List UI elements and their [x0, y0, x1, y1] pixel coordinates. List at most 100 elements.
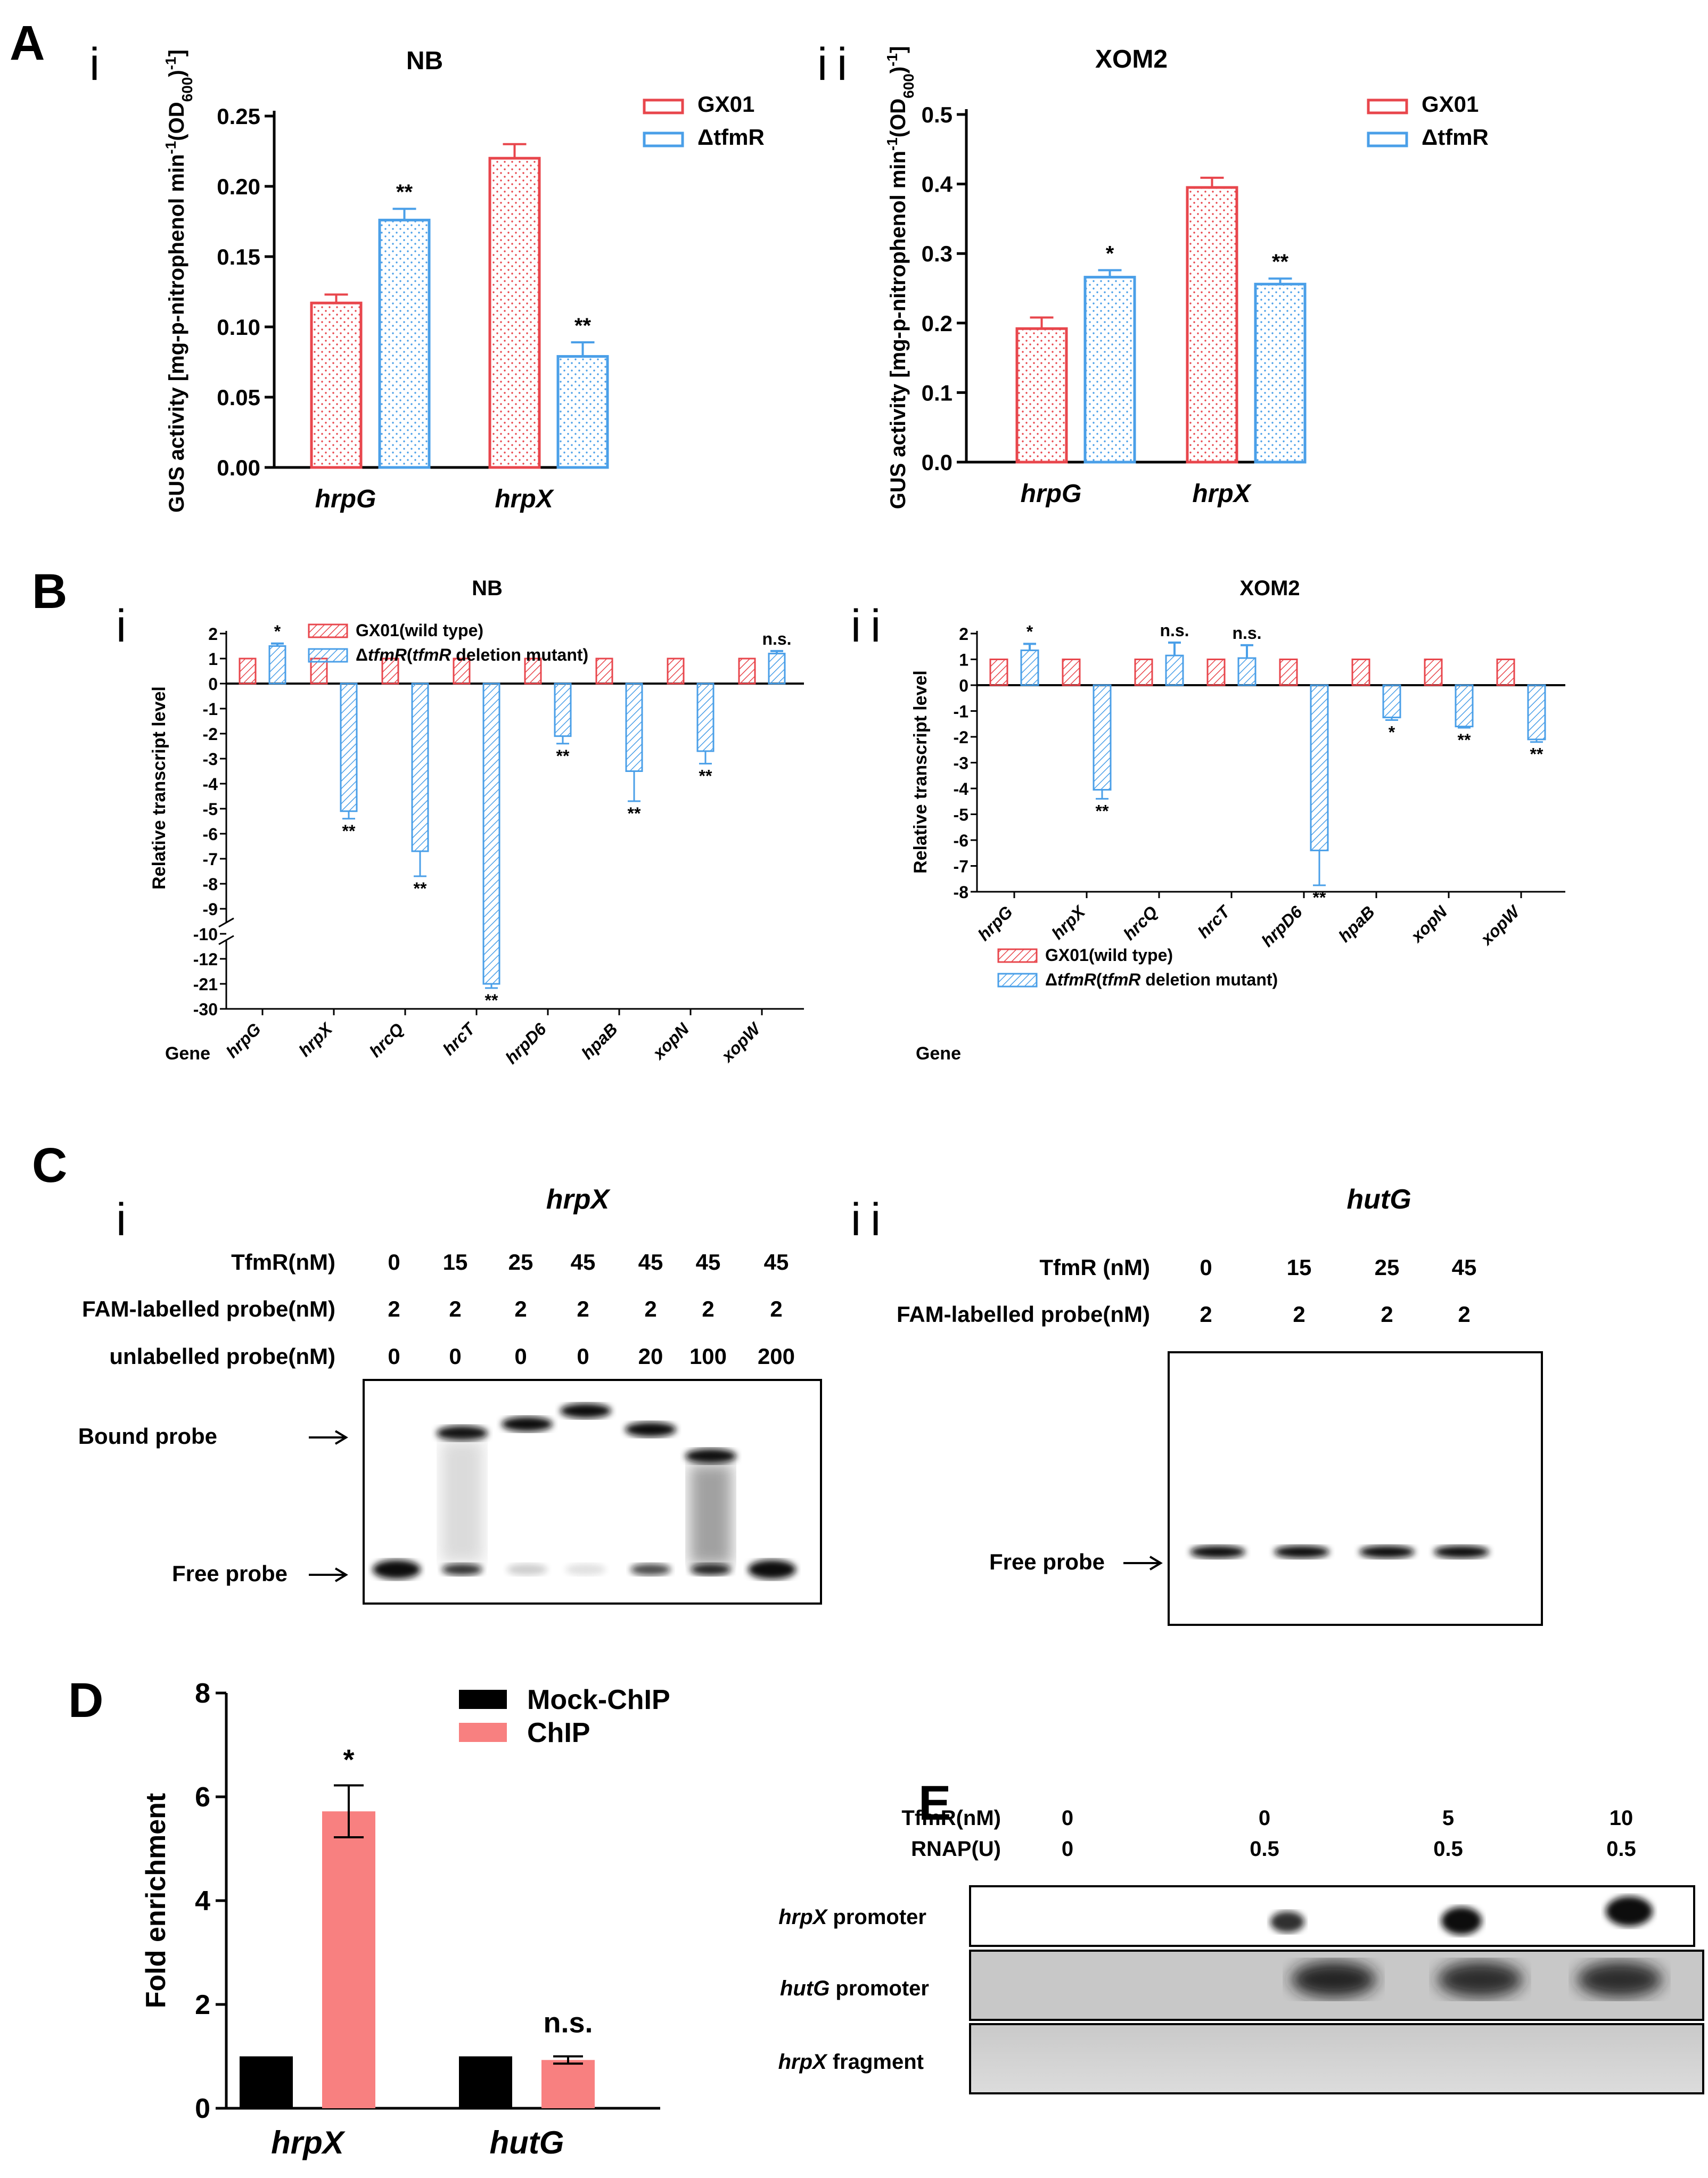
bar-mock-chip-hutG	[459, 2056, 512, 2108]
category-label: hrcQ	[366, 1019, 407, 1061]
legend-swatch	[459, 1690, 507, 1709]
smear	[689, 1464, 732, 1565]
category-label: hrpX	[271, 2125, 346, 2160]
bar-wt-xopW	[738, 657, 756, 685]
bar-mutant-hrpD6	[554, 683, 572, 737]
significance-mark: n.s.	[543, 2007, 593, 2039]
bar-wt-xopW	[1496, 659, 1515, 686]
bar-mutant-hrpG	[268, 645, 286, 685]
y-tick-label: -4	[203, 775, 218, 794]
legend-label: ΔtfmR	[697, 125, 765, 150]
category-label: hrcT	[439, 1018, 479, 1059]
y-tick-label: 0	[208, 675, 218, 694]
emsa-ii-gene: hutG	[1346, 1184, 1411, 1215]
category-label: hutG	[490, 2125, 564, 2160]
y-tick-label: 8	[195, 1678, 210, 1709]
bar-gx01-hrpG	[310, 301, 363, 469]
emsa-i-probe-value: 2	[449, 1296, 461, 1321]
axis-break	[218, 917, 234, 946]
emsa-i-probe-value: 2	[770, 1296, 782, 1321]
y-axis-label: GUS activity [mg-p-nitrophenol min-1(OD6…	[162, 50, 195, 513]
legend-swatch	[643, 98, 684, 114]
chart-b-ii: XOM2 Relative transcript level Gene 2 1 0 -1 -2…	[910, 577, 1565, 1064]
y-tick-label: 2	[208, 624, 218, 644]
emsa-i-gene: hrpX	[546, 1184, 611, 1215]
free-band	[507, 1564, 547, 1575]
error-bar	[392, 208, 416, 220]
free-band	[1274, 1546, 1329, 1558]
free-band	[565, 1564, 606, 1575]
emsa-i-probe-value: 2	[644, 1296, 656, 1321]
significance-mark: **	[574, 314, 592, 338]
emsa-i-tfmr-value: 45	[696, 1250, 721, 1275]
emsa-i-tfmr-value: 0	[388, 1250, 400, 1275]
emsa-ii-tfmr-value: 0	[1200, 1255, 1212, 1280]
emsa-hrpx: hrpX TfmR(nM) FAM-labelled probe(nM) unl…	[78, 1184, 822, 1605]
emsa-i-unlabelled-value: 20	[638, 1344, 663, 1369]
category-label: hpaB	[1335, 902, 1378, 946]
y-tick-label: -7	[203, 850, 218, 869]
bar-chip-hrpX	[322, 1811, 375, 2108]
panel-e-row-rnap: RNAP(U)	[911, 1837, 1001, 1861]
free-band	[630, 1564, 671, 1575]
legend-swatch	[308, 623, 348, 638]
panel-e-tfmr-value: 10	[1610, 1806, 1633, 1830]
bar-mutant-hpaB	[1382, 684, 1401, 719]
chart-a-ii: XOM2 GUS activity [mg-p-nitrophenol min-1…	[884, 45, 1489, 509]
bar-gx01-hrpG	[1015, 327, 1068, 464]
free-probe-arrow-i	[309, 1567, 348, 1582]
significance-mark: **	[342, 821, 356, 841]
chart-title: XOM2	[1239, 577, 1300, 600]
emsa-i-probe-value: 2	[388, 1296, 400, 1321]
panel-letter-a: A	[10, 16, 45, 70]
significance-mark: *	[1027, 622, 1033, 641]
sub-label-b-ii: ii	[851, 601, 890, 652]
band-hrpx-promoter	[1270, 1911, 1304, 1933]
emsa-ii-probe-value: 2	[1293, 1302, 1305, 1327]
significance-mark: **	[1272, 250, 1289, 274]
sub-label-b-i: i	[116, 601, 126, 652]
y-axis-label: GUS activity [mg-p-nitrophenol min-1(OD6…	[884, 46, 917, 509]
legend-swatch	[997, 948, 1038, 963]
bar-wt-hrcT	[453, 657, 471, 685]
legend-swatch	[643, 131, 684, 147]
y-tick-label: 0.4	[922, 172, 953, 197]
bar-wt-hrcQ	[1134, 659, 1153, 686]
bar-mutant-hrpX	[340, 683, 358, 812]
emsa-ii-probe-value: 2	[1200, 1302, 1212, 1327]
bar-mutant-hrpD6	[1310, 684, 1329, 851]
legend-swatch	[308, 648, 348, 663]
category-label: xopW	[1476, 901, 1524, 949]
bound-band	[502, 1417, 553, 1432]
y-tick-label: 1	[959, 651, 968, 670]
significance-mark: *	[1389, 722, 1395, 742]
legend-label: ΔtfmR	[1422, 125, 1489, 150]
bar-gx01-hrpX	[488, 157, 541, 469]
blot-hrpx-promoter	[969, 1885, 1695, 1947]
y-tick-label: -8	[954, 883, 968, 902]
significance-mark: **	[628, 804, 641, 823]
y-tick-label: 0.15	[217, 244, 260, 269]
bar-wt-hrcT	[1206, 659, 1226, 686]
y-tick-label: 0.10	[217, 315, 260, 340]
free-band	[1190, 1546, 1245, 1558]
emsa-i-tfmr-value: 45	[638, 1250, 663, 1275]
free-probe-label-ii: Free probe	[989, 1549, 1105, 1574]
smear	[441, 1440, 483, 1563]
bar-chip-hutG	[541, 2060, 595, 2108]
emsa-hutg: hutG TfmR (nM) FAM-labelled probe(nM) 0 1…	[897, 1184, 1543, 1626]
category-label: hrpX	[1048, 901, 1089, 943]
y-tick-label: -2	[954, 728, 968, 747]
error-bar	[1023, 643, 1036, 651]
y-tick-label: -10	[193, 925, 218, 944]
error-bar	[556, 736, 569, 745]
legend-label: ChIP	[527, 1717, 590, 1748]
error-bar	[485, 984, 498, 989]
error-bar	[414, 851, 426, 877]
bar-wt-xopN	[1424, 659, 1443, 686]
bar-tfmr-hrpG	[378, 218, 431, 469]
bar-mutant-hrpG	[1020, 650, 1039, 686]
blot-label-2: hutG promoter	[780, 1977, 929, 2000]
panel-letter-d: D	[68, 1673, 103, 1728]
chart-a-i: NB GUS activity [mg-p-nitrophenol min-1(O…	[162, 47, 765, 513]
